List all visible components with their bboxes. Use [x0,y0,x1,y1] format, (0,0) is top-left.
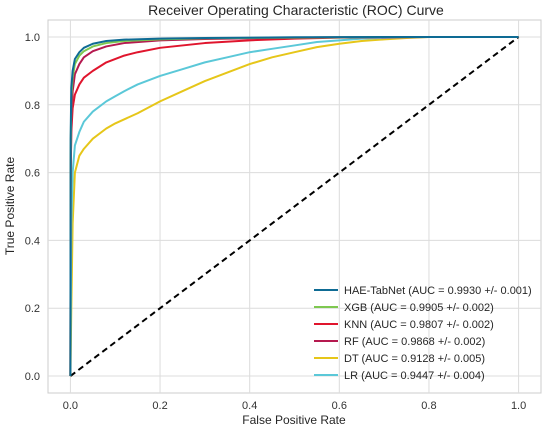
x-tick-label: 0.4 [242,400,257,412]
series-line-5 [69,35,519,377]
x-tick-label: 0.8 [421,400,436,412]
x-tick-label: 0.0 [63,400,78,412]
legend: HAE-TabNet (AUC = 0.9930 +/- 0.001) XGB (… [314,285,532,382]
tick-labels: 0.0 0.2 0.4 0.6 0.8 1.0 0.0 0.2 0.4 0.6 0.8 1.0 [25,32,527,412]
chart-title: Receiver Operating Characteristic (ROC) … [148,2,444,18]
legend-label: XGB (AUC = 0.9905 +/- 0.002) [344,302,494,314]
series-lines [69,35,520,377]
y-tick-label: 0.0 [25,371,40,383]
series-line-4 [69,35,519,377]
legend-label: DT (AUC = 0.9128 +/- 0.005) [344,353,485,365]
y-tick-label: 0.4 [25,235,40,247]
x-axis-label: False Positive Rate [242,413,346,427]
x-tick-label: 1.0 [511,400,526,412]
y-tick-label: 0.6 [25,168,40,180]
series-line-0 [69,35,519,377]
legend-label: RF (AUC = 0.9868 +/- 0.002) [344,336,485,348]
chance-diagonal-line [69,36,520,377]
y-axis-label: True Positive Rate [3,157,17,256]
y-tick-label: 0.2 [25,303,40,315]
legend-label: KNN (AUC = 0.9807 +/- 0.002) [344,319,494,331]
legend-label: HAE-TabNet (AUC = 0.9930 +/- 0.001) [344,285,532,297]
legend-label: LR (AUC = 0.9447 +/- 0.004) [344,370,485,382]
x-tick-label: 0.2 [152,400,167,412]
x-tick-label: 0.6 [332,400,347,412]
y-tick-label: 1.0 [25,32,40,44]
y-tick-label: 0.8 [25,100,40,112]
